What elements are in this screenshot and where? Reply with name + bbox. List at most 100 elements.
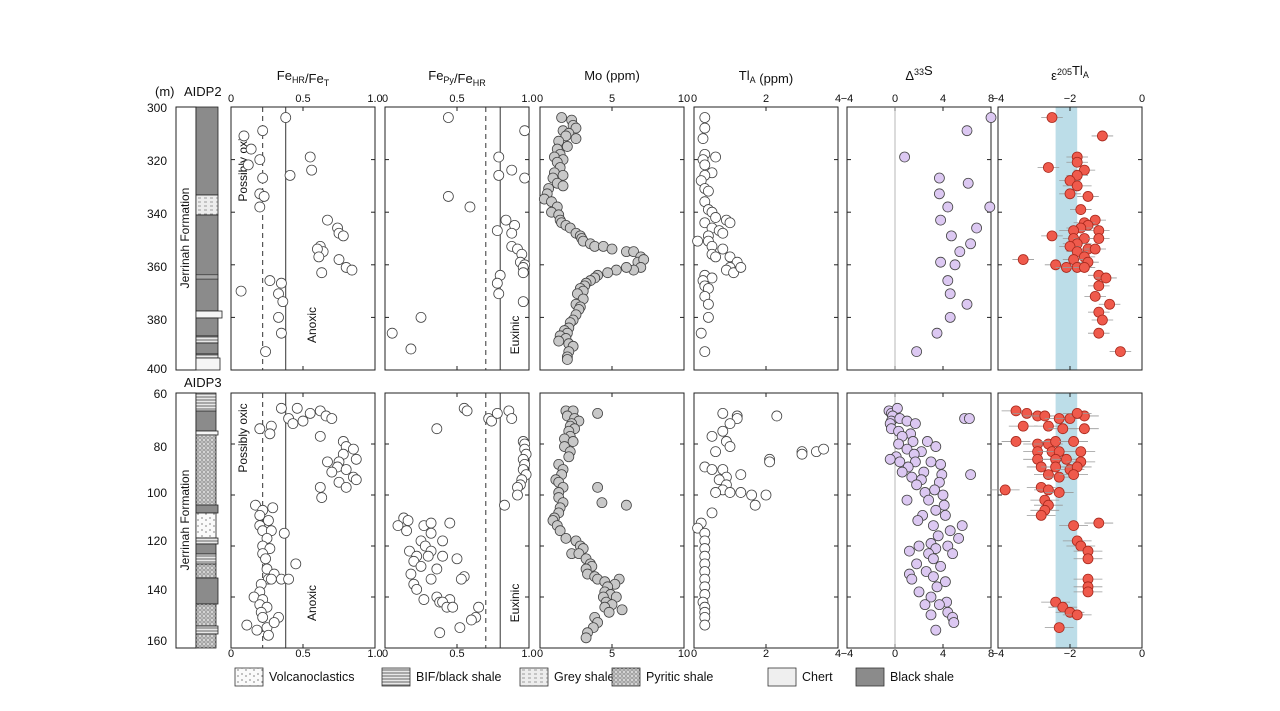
- data-point: [728, 267, 739, 279]
- data-point: [904, 545, 915, 557]
- data-point: [1079, 262, 1090, 273]
- data-point: [596, 497, 608, 509]
- data-point: [517, 296, 529, 308]
- plot-AIDP3: Euxinic: [384, 392, 532, 649]
- data-point: [911, 479, 922, 491]
- data-point: [287, 418, 299, 430]
- data-point: [1043, 420, 1054, 432]
- plot-AIDP3: [539, 392, 685, 649]
- data-point: [340, 481, 352, 493]
- data-point: [519, 125, 531, 137]
- data-point: [899, 151, 910, 163]
- x-tick-label-top: 4: [835, 93, 841, 105]
- depth-tick: 400: [147, 362, 167, 376]
- data-point: [603, 606, 615, 618]
- data-point: [699, 159, 711, 171]
- x-tick-label-top: 0: [892, 93, 898, 105]
- data-point: [942, 201, 954, 213]
- data-point: [710, 251, 721, 263]
- data-point: [465, 614, 477, 626]
- data-point: [944, 288, 956, 300]
- data-point: [491, 225, 503, 237]
- annotation-possibly-oxic: Possibly oxic: [236, 403, 250, 472]
- data-point: [703, 298, 714, 310]
- data-point: [964, 413, 975, 424]
- data-point: [554, 525, 566, 537]
- strat-bif: [195, 335, 219, 344]
- data-point: [1071, 180, 1083, 192]
- data-point: [273, 311, 284, 323]
- data-point: [913, 586, 925, 598]
- data-point: [1068, 436, 1079, 447]
- data-point: [884, 453, 896, 465]
- data-point: [935, 458, 946, 470]
- data-point: [519, 172, 531, 184]
- plot-frame: [693, 106, 839, 371]
- panels: FeHR/FeT 0 0 0.5 0.5 1.0 1.0 Possibly oxic Anoxi…: [228, 63, 1145, 660]
- data-point: [1115, 346, 1126, 357]
- data-point: [1057, 423, 1069, 435]
- plot-frame: [846, 106, 992, 371]
- data-point: [260, 553, 271, 565]
- data-point: [944, 525, 956, 537]
- data-point: [946, 230, 957, 242]
- data-point: [928, 553, 939, 565]
- strat-pyritic-shale: [195, 633, 217, 649]
- data-point: [264, 275, 276, 286]
- data-point: [621, 499, 632, 511]
- data-point: [706, 272, 718, 284]
- data-point: [947, 548, 958, 560]
- data-point: [512, 489, 523, 501]
- strat-black-shale: [195, 317, 219, 337]
- data-point: [934, 476, 945, 488]
- annotation-anoxic: Anoxic: [305, 585, 319, 621]
- depth-tick: 340: [147, 207, 167, 221]
- x-tick-label-top: 0.5: [295, 93, 310, 105]
- data-point: [1075, 446, 1087, 458]
- strat-bif: [195, 274, 219, 280]
- data-point: [506, 227, 518, 239]
- core-name-aidp2: AIDP2: [184, 84, 222, 99]
- data-point: [1071, 407, 1083, 419]
- data-point: [254, 423, 266, 435]
- x-tick-label-bottom: 0: [892, 648, 898, 660]
- data-point: [735, 487, 747, 498]
- data-point: [306, 164, 318, 176]
- data-point: [265, 573, 277, 585]
- legend-label: Black shale: [890, 670, 954, 684]
- strat-column-aidp3: Jerrinah Formation: [175, 392, 219, 649]
- panel-title: Δ33S: [905, 63, 933, 83]
- data-point: [999, 484, 1011, 496]
- data-point: [931, 327, 943, 339]
- data-point: [1035, 510, 1047, 521]
- strat-black-shale: [195, 577, 219, 605]
- data-point: [1079, 423, 1090, 435]
- data-point: [1039, 410, 1051, 422]
- data-point: [1075, 204, 1087, 215]
- data-point: [956, 520, 968, 531]
- x-tick-label-bottom: 2: [763, 648, 769, 660]
- data-point: [242, 159, 254, 171]
- data-point: [258, 191, 270, 202]
- data-point: [491, 277, 503, 289]
- strat-bif: [195, 392, 217, 412]
- data-point: [906, 573, 918, 585]
- data-point: [425, 573, 437, 585]
- data-point: [560, 532, 572, 544]
- data-point: [911, 346, 922, 357]
- shaded-band: [1055, 393, 1078, 648]
- data-point: [965, 238, 976, 250]
- data-point: [912, 515, 924, 526]
- data-point: [493, 169, 505, 181]
- data-point: [245, 143, 257, 155]
- x-tick-label-bottom: 4: [940, 648, 946, 660]
- strat-volcanoclastics: [195, 512, 217, 539]
- x-tick-label-top: 5: [609, 93, 615, 105]
- data-point: [1093, 327, 1105, 339]
- data-point: [1093, 517, 1105, 529]
- data-point: [717, 425, 729, 437]
- data-point: [570, 122, 582, 134]
- x-tick-label-bottom: 4: [835, 648, 841, 660]
- data-point: [919, 599, 931, 611]
- x-tick-label-bottom: 0: [228, 648, 234, 660]
